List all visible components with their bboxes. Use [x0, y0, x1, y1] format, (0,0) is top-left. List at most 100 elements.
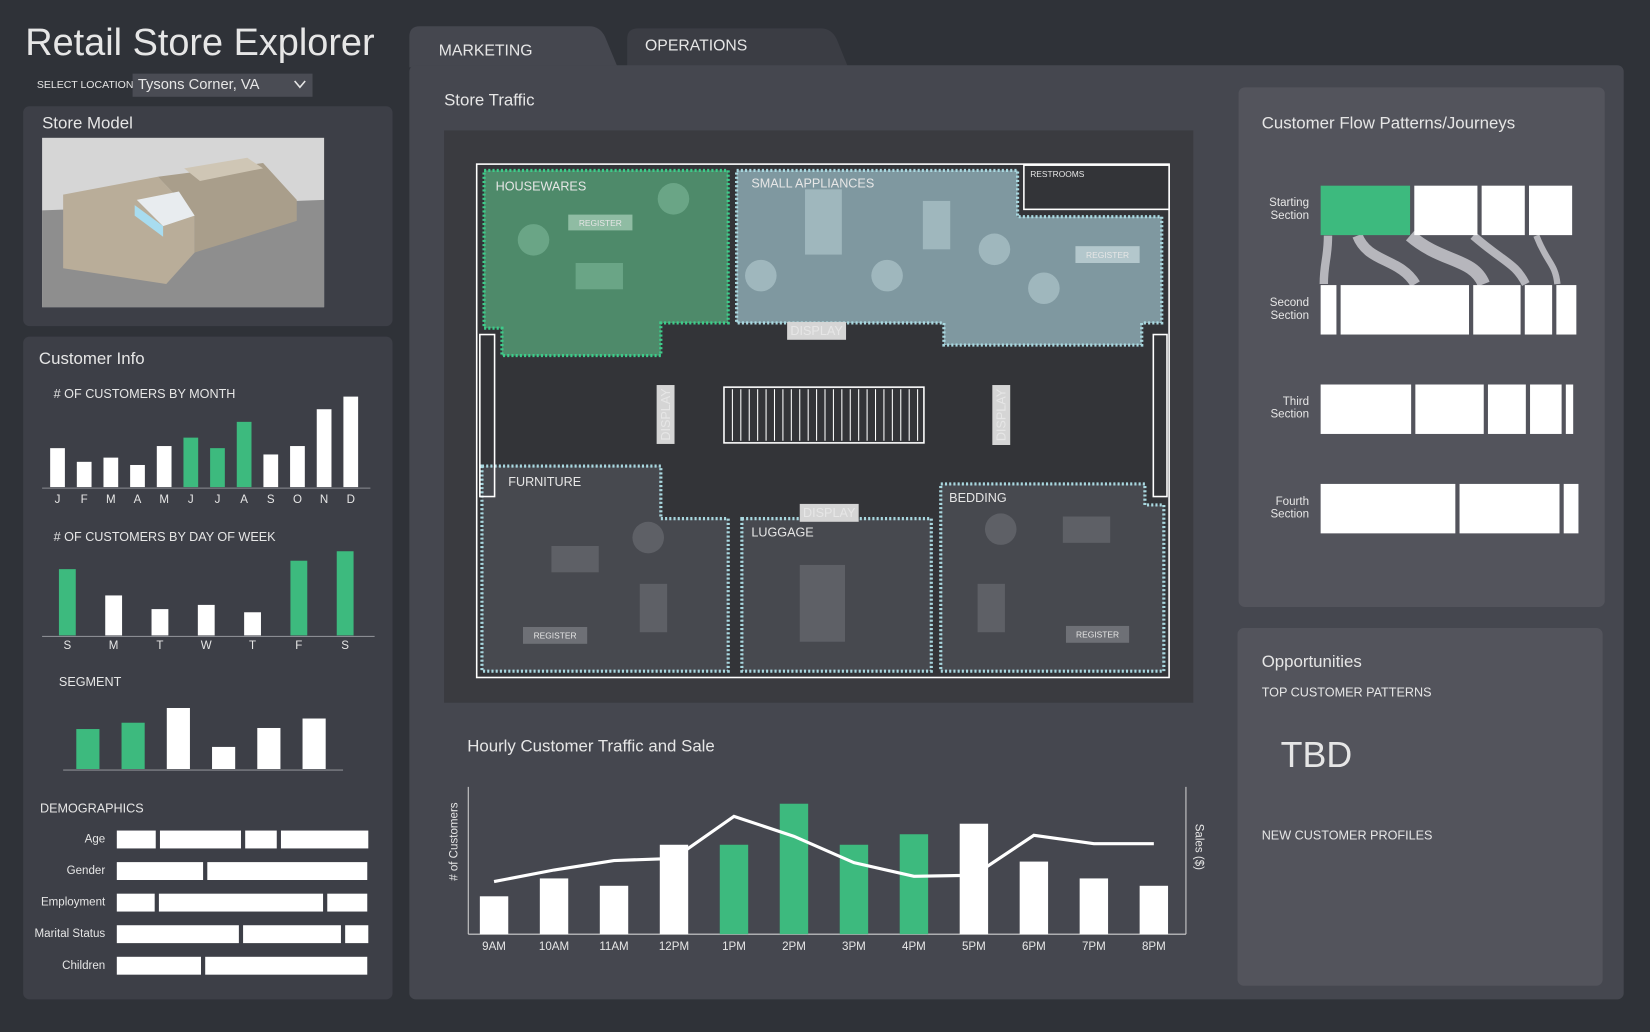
appliances-zone	[735, 168, 1164, 347]
flow-ribbon	[1405, 230, 1490, 287]
display	[799, 503, 859, 522]
row-label: Age	[85, 834, 106, 846]
fixture	[977, 583, 1005, 633]
x-tick-label: M	[106, 494, 116, 506]
register	[568, 214, 633, 231]
x-tick-label: A	[134, 494, 142, 506]
bar	[1139, 885, 1169, 935]
row-label-box: Third Section	[1270, 396, 1309, 421]
section-label: BEDDING	[949, 491, 1006, 505]
bar	[151, 609, 169, 636]
bar-segment	[243, 925, 341, 944]
bar	[105, 595, 123, 636]
panel-title: Customer Info	[39, 349, 145, 368]
bar	[719, 844, 749, 935]
bar-segment	[1320, 384, 1412, 434]
bar-segment	[159, 830, 241, 849]
tab-marketing[interactable]	[409, 26, 618, 68]
opportunities-panel	[1237, 628, 1603, 986]
bar-segment	[1556, 285, 1577, 335]
fixture	[1062, 516, 1111, 543]
row-label: Gender	[67, 865, 106, 877]
bar-segment	[158, 893, 324, 912]
register	[1075, 246, 1140, 263]
panel-title: Opportunities	[1262, 652, 1362, 671]
register	[1065, 625, 1130, 643]
row-label-box: Starting Section	[1269, 197, 1309, 222]
x-tick-label: 7PM	[1082, 941, 1106, 953]
bar-segment	[116, 862, 204, 880]
bar-segment	[205, 956, 368, 975]
register-label: REGISTER	[579, 218, 622, 228]
bar-segment	[345, 925, 369, 944]
fixture	[745, 259, 777, 292]
tab-operations[interactable]	[627, 28, 849, 68]
display	[787, 321, 847, 340]
fixture	[984, 513, 1017, 545]
bar-segment	[116, 893, 155, 912]
bar	[76, 729, 100, 770]
bar-segment	[1524, 285, 1553, 335]
model-block	[157, 163, 297, 253]
x-tick-label: T	[156, 640, 163, 652]
bar-segment	[245, 830, 277, 849]
section-label: NEW CUSTOMER PROFILES	[1262, 829, 1433, 843]
chart-title: # OF CUSTOMERS BY MONTH	[54, 387, 236, 401]
x-tick-label: 8PM	[1142, 941, 1166, 953]
bar-segment	[207, 862, 368, 880]
x-tick-label: W	[201, 640, 212, 652]
display-label: DISPLAY	[995, 388, 1009, 441]
model-glass	[134, 205, 164, 237]
panel-title: Customer Flow Patterns/Journeys	[1262, 114, 1515, 133]
restrooms	[1023, 164, 1170, 211]
model-block	[184, 157, 264, 181]
x-tick-label: 10AM	[539, 941, 569, 953]
bar	[779, 803, 809, 935]
x-tick-label: 5PM	[962, 941, 986, 953]
row-label: Second Section	[1269, 296, 1310, 322]
bar	[302, 718, 326, 770]
x-tick-label: M	[159, 494, 169, 506]
display-label: DISPLAY	[659, 388, 673, 441]
bedding-zone	[939, 482, 1166, 673]
housewares-zone	[482, 168, 730, 358]
x-tick-label: F	[295, 640, 302, 652]
row-label: Marital Status	[35, 928, 106, 940]
fixture	[657, 183, 690, 215]
x-tick-label: 9AM	[482, 941, 506, 953]
x-tick-label: J	[188, 494, 194, 506]
location-value: Tysons Corner, VA	[138, 77, 260, 93]
row-label-box: Second Section	[1269, 296, 1310, 322]
display	[992, 385, 1011, 445]
register	[522, 626, 588, 644]
bar	[183, 437, 199, 488]
register-label: REGISTER	[1086, 250, 1129, 260]
bar-segment	[327, 893, 368, 912]
door	[479, 333, 496, 498]
x-tick-label: S	[341, 640, 349, 652]
bar-segment	[1459, 483, 1560, 534]
section-label: FURNITURE	[508, 475, 581, 489]
bar-segment	[280, 830, 369, 849]
x-tick-label: J	[55, 494, 61, 506]
x-tick-label: A	[240, 494, 248, 506]
x-tick-label: S	[63, 640, 71, 652]
tab-label: MARKETING	[439, 43, 533, 60]
x-tick-label: 12PM	[659, 941, 689, 953]
flow-ribbon	[1319, 235, 1333, 285]
x-tick-label: 1PM	[722, 941, 746, 953]
bar-segment	[1481, 185, 1525, 236]
bar	[263, 454, 279, 488]
bar-segment	[116, 956, 201, 975]
bar-segment	[1414, 185, 1478, 236]
bar	[76, 461, 92, 488]
display-label: DISPLAY	[790, 324, 843, 338]
x-tick-label: F	[81, 494, 88, 506]
fixture	[632, 521, 665, 554]
bar	[50, 448, 65, 488]
bar-segment	[1473, 285, 1521, 335]
location-dropdown[interactable]	[132, 73, 313, 97]
